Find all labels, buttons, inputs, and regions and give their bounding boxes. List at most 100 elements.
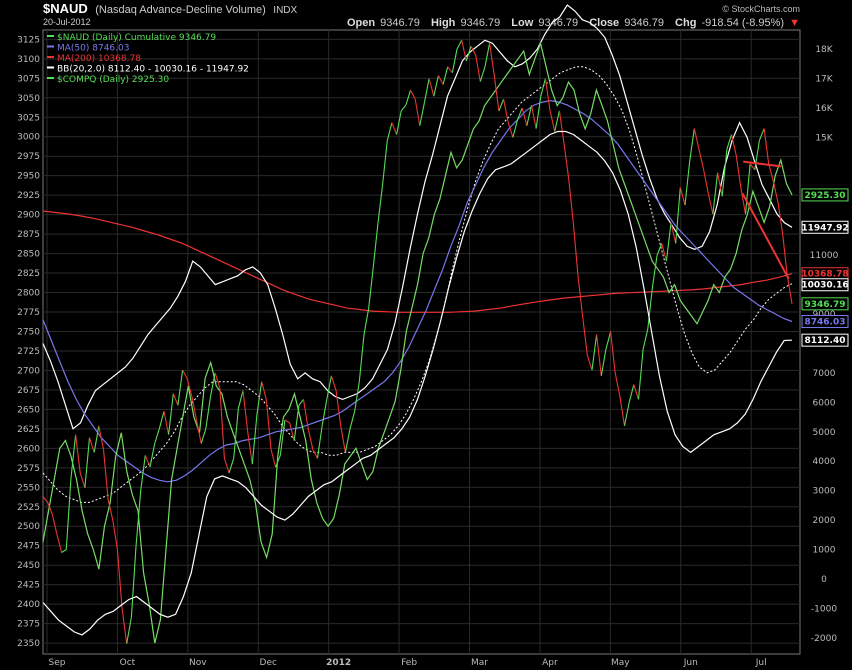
naud-segment — [665, 222, 672, 262]
plot-frame — [42, 29, 801, 655]
naud-segment — [247, 431, 253, 465]
low-value: 9346.79 — [538, 17, 578, 29]
naud-segment — [140, 455, 146, 491]
naud-segment — [214, 372, 221, 388]
left-axis-tick-label: 3125 — [17, 35, 40, 45]
right-axis-tick-label: 1000 — [813, 546, 836, 556]
value-tag-label: 8746.03 — [805, 318, 846, 328]
left-axis-tick-label: 2650 — [17, 405, 40, 415]
right-axis-tick-label: 5000 — [813, 428, 836, 438]
attribution: © StockCharts.com — [722, 4, 800, 14]
naud-segment — [79, 472, 86, 488]
legend-entry: MA(50) 8746.03 — [57, 44, 129, 54]
right-axis-tick-label: 7000 — [813, 369, 836, 379]
legend-entry: BB(20,2.0) 8112.40 - 10030.16 - 11947.92 — [57, 65, 249, 75]
naud-segment — [316, 425, 323, 459]
left-axis-tick-label: 2475 — [17, 542, 40, 552]
naud-segment — [442, 66, 449, 85]
naud-segment — [223, 458, 230, 474]
naud-segment — [321, 399, 328, 426]
naud-segment — [489, 43, 495, 76]
naud-segment — [261, 381, 267, 400]
value-tag-label: 10368.78 — [801, 270, 848, 280]
naud-segment — [456, 40, 463, 50]
naud-segment — [768, 163, 774, 182]
x-axis-tick-label: May — [611, 658, 630, 668]
naud-segment — [219, 387, 225, 459]
naud-segment — [596, 334, 602, 376]
naud-segment — [242, 390, 249, 432]
x-axis-tick-label: Nov — [189, 658, 207, 668]
naud-segment — [270, 449, 277, 468]
ohlc-readout: Open 9346.79 High 9346.79 Low 9346.79 Cl… — [347, 17, 800, 29]
naud-segment — [107, 499, 114, 521]
naud-segment — [619, 396, 626, 426]
x-axis-tick-label: 2012 — [326, 658, 351, 668]
naud-segment — [647, 287, 653, 329]
naud-segment — [447, 66, 453, 74]
x-axis-tick-label: Jun — [683, 658, 698, 668]
naud-segment — [740, 187, 747, 215]
open-value: 9346.79 — [380, 17, 420, 29]
right-axis-tick-label: 4000 — [813, 457, 836, 467]
right-axis-tick-label: 15K — [815, 133, 833, 143]
naud-segment — [610, 331, 616, 373]
naud-segment — [470, 45, 477, 56]
open-label: Open — [347, 17, 375, 29]
high-value: 9346.79 — [460, 17, 500, 29]
naud-segment — [554, 110, 560, 132]
value-tag: 10368.78 — [801, 267, 849, 281]
legend-swatch — [47, 66, 54, 69]
naud-segment — [251, 414, 258, 465]
naud-segment — [535, 96, 542, 129]
symbol-description: (Nasdaq Advance-Decline Volume) — [95, 4, 266, 16]
grid — [43, 30, 800, 654]
series-line-ma-200 — [42, 210, 793, 313]
series-line-bb-20-2-0 — [42, 130, 793, 636]
naud-segment — [354, 381, 360, 412]
naud-segment — [47, 502, 53, 515]
naud-segment — [591, 334, 598, 371]
naud-segment — [479, 66, 486, 82]
left-axis-tick-label: 3025 — [17, 113, 40, 123]
left-axis-tick-label: 2675 — [17, 386, 40, 396]
naud-segment — [628, 384, 635, 403]
naud-segment — [717, 172, 723, 197]
left-axis-tick-label: 2575 — [17, 464, 40, 474]
legend-swatch — [47, 77, 54, 79]
naud-segment — [586, 355, 593, 371]
naud-segment — [437, 75, 444, 85]
naud-segment — [116, 549, 123, 609]
naud-segment — [126, 617, 132, 644]
naud-segment — [693, 128, 700, 150]
series-line-bb-20-2-0 — [42, 4, 793, 430]
value-tag: 10030.16 — [801, 278, 849, 292]
trendline — [743, 160, 782, 168]
naud-segment — [182, 369, 188, 380]
naud-segment — [679, 187, 686, 206]
legend-swatch — [47, 35, 54, 37]
naud-segment — [461, 40, 467, 62]
naud-segment — [782, 234, 788, 276]
naud-segment — [726, 134, 733, 150]
naud-segment — [344, 428, 351, 453]
naud-segment — [372, 222, 379, 267]
value-tag-label: 2925.30 — [805, 191, 846, 201]
left-axis-tick-label: 2400 — [17, 600, 40, 610]
naud-segment — [582, 316, 588, 356]
naud-segment — [777, 202, 784, 235]
value-tag-label: 9346.79 — [805, 300, 846, 310]
symbol: $NAUD — [43, 1, 88, 16]
naud-segment — [237, 390, 244, 409]
right-axis-tick-label: -1000 — [811, 604, 837, 614]
value-tag-box — [801, 278, 849, 292]
left-axis-tick-label: 2500 — [17, 522, 40, 532]
left-axis-tick-label: 2775 — [17, 308, 40, 318]
x-axis-tick-label: Jul — [755, 658, 767, 668]
naud-segment — [265, 399, 272, 450]
naud-segment — [763, 128, 770, 164]
naud-segment — [75, 434, 81, 474]
